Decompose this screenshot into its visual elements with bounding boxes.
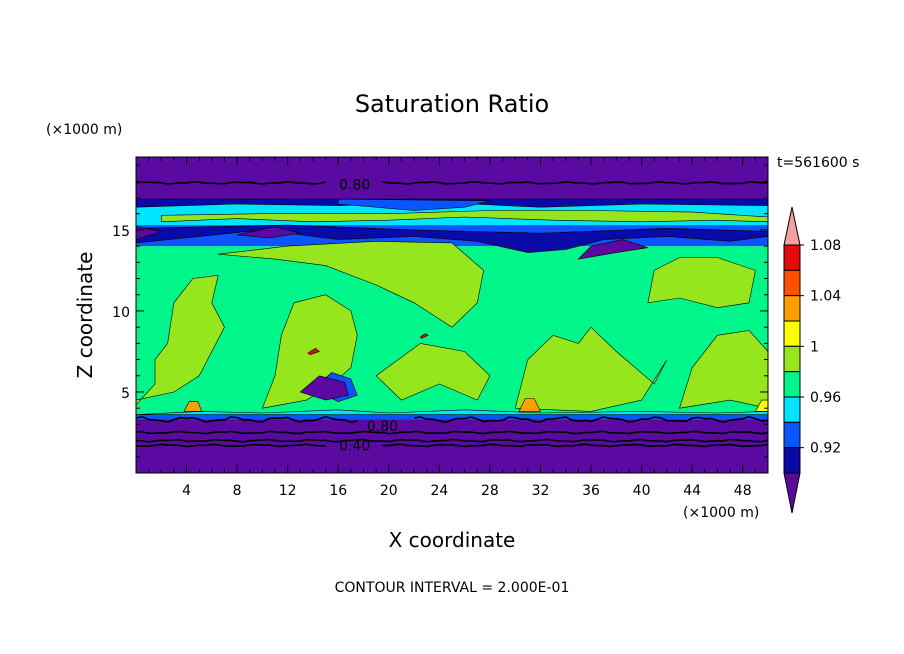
y-unit-label: (×1000 m) xyxy=(46,122,122,138)
field-region xyxy=(218,240,484,328)
field-region xyxy=(136,198,768,208)
colorbar-label: 0.96 xyxy=(810,390,841,406)
colorbar-label: 0.92 xyxy=(810,441,841,457)
field-region xyxy=(375,343,491,401)
x-unit-label: (×1000 m) xyxy=(683,505,759,521)
colorbar-under-arrow xyxy=(783,472,801,514)
contour-label: 0.80 xyxy=(367,419,398,435)
colorbar-swatch xyxy=(783,320,801,347)
contour-interval-footer: CONTOUR INTERVAL = 2.000E-01 xyxy=(335,580,570,596)
colorbar-swatch xyxy=(783,447,801,474)
x-tick-label: 48 xyxy=(734,483,752,499)
field-region xyxy=(136,274,225,406)
contour-line xyxy=(136,438,768,443)
field-region xyxy=(299,375,349,401)
x-tick-label: 24 xyxy=(430,483,448,499)
field-region xyxy=(679,330,768,409)
field-region xyxy=(307,347,320,356)
field-region xyxy=(161,210,768,223)
x-tick-label: 36 xyxy=(582,483,600,499)
contour-labels: 0.80 0.80 0.40 xyxy=(339,178,398,455)
x-axis-title: X coordinate xyxy=(389,528,516,552)
contour-label: 0.40 xyxy=(339,438,370,454)
x-tick-label: 12 xyxy=(279,483,297,499)
contour-lines xyxy=(136,180,768,448)
colorbar-label: 1.08 xyxy=(810,238,841,254)
field-region xyxy=(577,239,648,260)
colorbar-swatch xyxy=(783,345,801,373)
colorbar-swatch xyxy=(783,269,801,297)
contour-line xyxy=(382,443,768,448)
colorbar-swatch xyxy=(783,421,801,449)
x-tick-label: 4 xyxy=(182,483,191,499)
contour-line xyxy=(382,180,768,185)
x-tick-label: 44 xyxy=(683,483,701,499)
colorbar-label: 1.04 xyxy=(810,289,841,305)
field-region xyxy=(647,257,756,309)
x-tick-label: 20 xyxy=(380,483,398,499)
field-layer xyxy=(136,157,768,200)
x-tick-label: 40 xyxy=(633,483,651,499)
field-region xyxy=(514,326,668,412)
colorbar: 0.92 0.96 1 1.04 1.08 xyxy=(783,206,841,514)
field-region xyxy=(136,409,768,416)
field-region xyxy=(518,398,541,412)
colorbar-swatch xyxy=(783,396,801,423)
x-tick-label: 8 xyxy=(233,483,242,499)
saturation-field xyxy=(136,157,768,473)
y-axis: 5 10 15 xyxy=(112,164,768,458)
contour-label: 0.80 xyxy=(339,178,370,194)
colorbar-over-arrow xyxy=(783,206,801,246)
field-region xyxy=(183,401,203,412)
y-tick-label: 10 xyxy=(112,305,130,321)
colorbar-swatch xyxy=(783,295,801,322)
time-label: t=561600 s xyxy=(777,155,859,171)
plot-area: 0.80 0.80 0.40 xyxy=(135,156,769,474)
field-region xyxy=(237,226,301,239)
contour-line xyxy=(136,443,326,448)
contour-line xyxy=(136,430,768,435)
x-tick-label: 28 xyxy=(481,483,499,499)
chart-title: Saturation Ratio xyxy=(355,90,549,118)
y-tick-label: 15 xyxy=(112,224,130,240)
colorbar-swatch xyxy=(783,371,801,398)
contour-line xyxy=(136,180,326,185)
y-axis-title: Z coordinate xyxy=(73,252,97,379)
x-axis: 4 8 12 16 20 24 28 32 36 40 44 48 xyxy=(148,157,756,499)
contour-line xyxy=(413,415,768,424)
field-region xyxy=(337,198,490,211)
contour-line xyxy=(136,415,358,424)
x-tick-label: 32 xyxy=(532,483,550,499)
field-region xyxy=(419,333,429,339)
field-layer xyxy=(136,414,768,420)
x-tick-label: 16 xyxy=(329,483,347,499)
colorbar-swatch xyxy=(783,244,801,271)
y-tick-label: 5 xyxy=(121,386,130,402)
colorbar-label: 1 xyxy=(810,339,819,355)
